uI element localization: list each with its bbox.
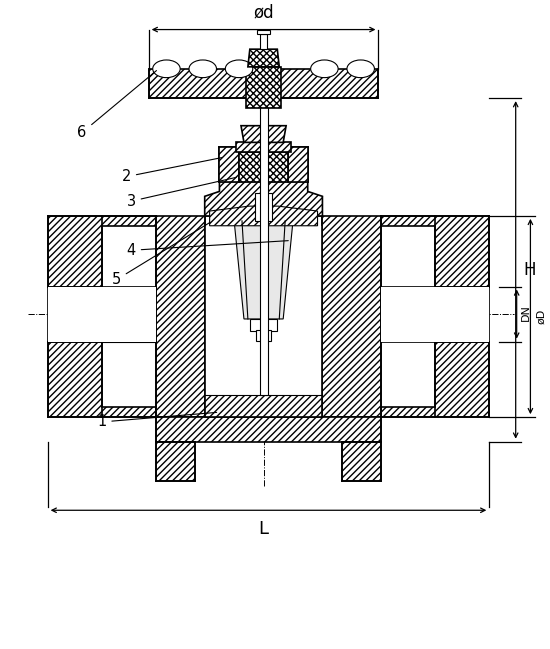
Bar <box>205 226 322 395</box>
Text: 2: 2 <box>122 158 222 184</box>
Text: ød: ød <box>253 4 274 21</box>
Polygon shape <box>210 206 317 226</box>
Text: 6: 6 <box>78 71 156 140</box>
Text: H: H <box>524 261 536 279</box>
Polygon shape <box>248 49 279 67</box>
Ellipse shape <box>311 60 338 78</box>
Text: DN: DN <box>521 304 531 321</box>
Text: 1: 1 <box>97 412 217 430</box>
Bar <box>48 287 156 341</box>
Polygon shape <box>48 341 156 417</box>
Polygon shape <box>342 441 381 481</box>
Text: øD: øD <box>536 309 546 324</box>
Polygon shape <box>381 341 489 417</box>
Bar <box>260 93 268 395</box>
Polygon shape <box>48 216 156 287</box>
Polygon shape <box>205 395 322 417</box>
Text: DAL: DAL <box>225 251 381 318</box>
Ellipse shape <box>189 60 217 78</box>
Polygon shape <box>288 147 307 182</box>
Polygon shape <box>156 441 195 481</box>
Text: 4: 4 <box>126 241 288 258</box>
Ellipse shape <box>153 60 180 78</box>
Polygon shape <box>236 142 291 152</box>
Ellipse shape <box>347 60 375 78</box>
Polygon shape <box>219 147 239 182</box>
Polygon shape <box>234 221 293 319</box>
Bar <box>255 193 272 221</box>
Ellipse shape <box>226 60 253 78</box>
Bar <box>260 34 267 49</box>
Bar <box>250 319 277 331</box>
Polygon shape <box>156 417 381 441</box>
Polygon shape <box>156 216 205 417</box>
Text: 3: 3 <box>126 177 236 209</box>
Polygon shape <box>205 182 322 216</box>
Polygon shape <box>239 152 288 182</box>
Polygon shape <box>381 216 489 287</box>
Text: 5: 5 <box>112 223 210 288</box>
Bar <box>381 287 489 341</box>
Polygon shape <box>241 126 286 142</box>
Polygon shape <box>149 69 378 98</box>
Text: L: L <box>258 520 268 538</box>
Bar <box>257 30 271 34</box>
Polygon shape <box>322 216 381 417</box>
Bar <box>256 330 271 341</box>
Polygon shape <box>246 67 281 108</box>
